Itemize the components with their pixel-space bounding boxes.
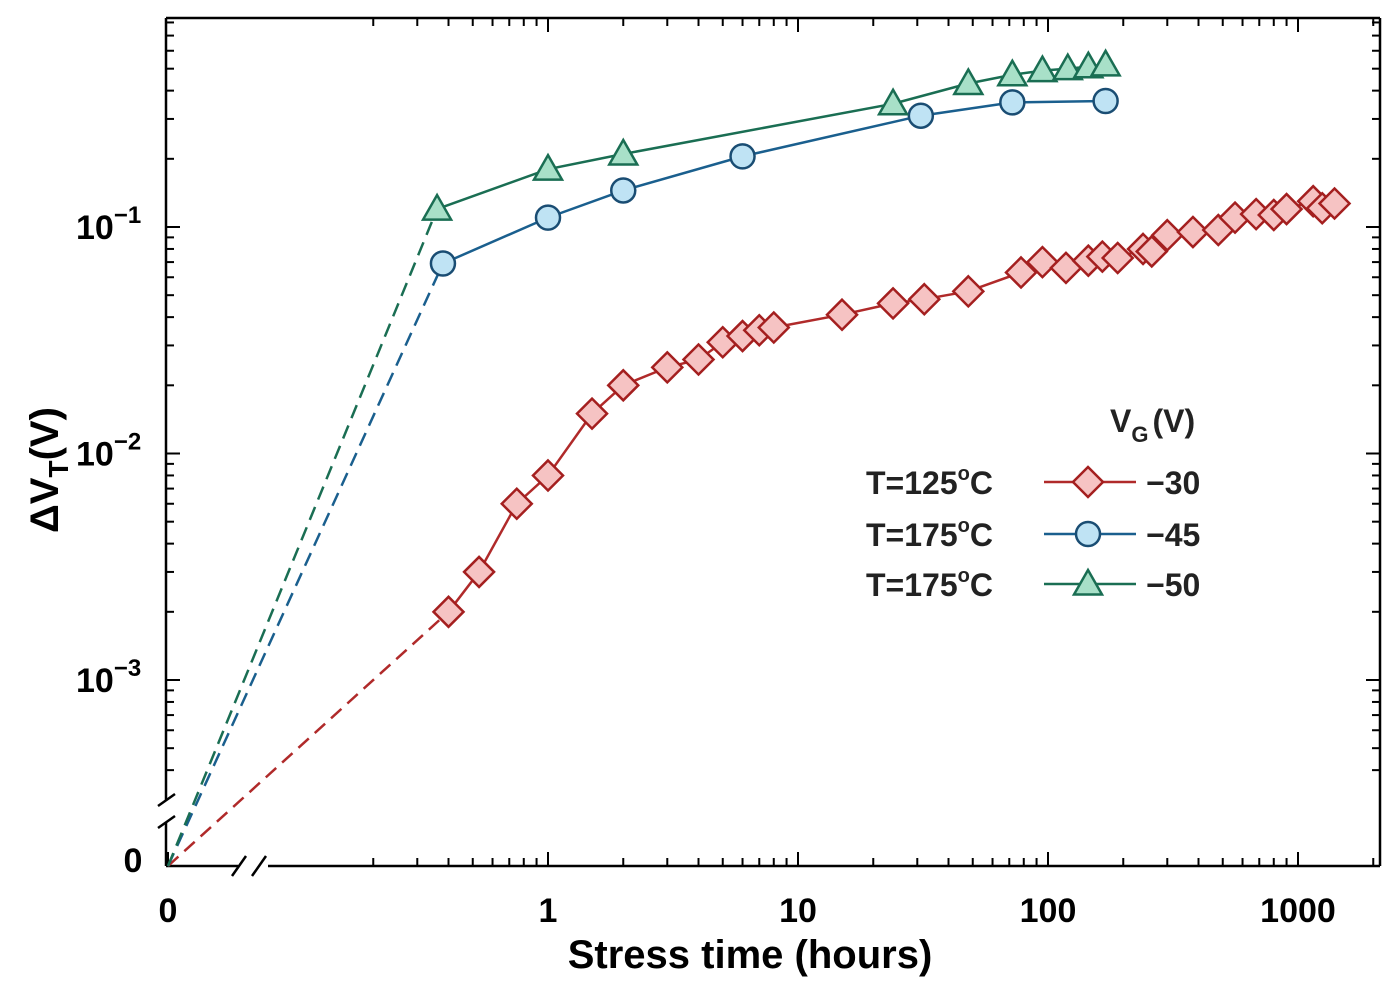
y-axis-break-mark: [157, 814, 176, 830]
y-tick-label-exponent: −1: [114, 202, 141, 229]
data-point-diamond: [1134, 234, 1169, 269]
data-point-diamond: [825, 297, 859, 332]
data-point-circle: [429, 250, 457, 277]
data-point-diamond: [681, 342, 716, 377]
legend-entry-vg: −45: [1146, 517, 1200, 553]
y-tick-label-base: 10: [76, 662, 114, 700]
data-point-diamond: [575, 396, 609, 431]
legend-entry-unit: C: [970, 465, 993, 501]
x-tick-label-zero: 0: [159, 892, 178, 930]
data-point-circle: [1092, 87, 1119, 115]
data-point-triangle: [607, 137, 640, 166]
data-point-circle: [610, 177, 637, 204]
data-point-diamond: [757, 310, 791, 345]
legend-marker-triangle: [1071, 567, 1105, 596]
series-line: [436, 63, 1106, 211]
data-point-triangle: [420, 192, 454, 221]
y-tick-label: 10−3: [76, 655, 141, 700]
zero-extrapolation-line: [166, 262, 445, 867]
legend-title: VG (V): [1110, 403, 1195, 447]
data-point-triangle: [1051, 52, 1084, 81]
y-axis-title: ΔVT(V): [23, 407, 74, 533]
zero-extrapolation-line: [167, 610, 450, 867]
data-point-circle: [534, 204, 562, 231]
legend-entry-label: T=125oC: [866, 463, 993, 501]
x-tick-label: 1000: [1260, 892, 1336, 930]
legend-entry-degree: o: [958, 515, 970, 537]
data-point-diamond: [1150, 218, 1185, 252]
y-axis-break-mark: [157, 792, 176, 808]
data-point-circle: [729, 143, 756, 170]
legend-title-sub: G: [1131, 422, 1148, 447]
data-point-diamond: [951, 274, 986, 309]
y-tick-label-base: 10: [76, 209, 114, 247]
data-point-diamond: [1004, 255, 1038, 290]
data-point-triangle: [996, 58, 1029, 87]
y-tick-label-zero: 0: [124, 842, 143, 880]
x-axis-break-mark: [250, 855, 268, 877]
data-point-diamond: [431, 595, 466, 629]
legend-entry-label: T=175oC: [866, 515, 993, 553]
data-point-diamond: [462, 555, 496, 589]
x-axis-title: Stress time (hours): [568, 933, 933, 977]
x-tick-labels: 1 10 100 1000: [539, 892, 1336, 930]
data-point-diamond: [1100, 241, 1135, 275]
legend-entry-degree: o: [958, 463, 970, 485]
legend-entry-vg: −30: [1146, 465, 1200, 501]
legend-entry-temp: T=175: [866, 517, 958, 553]
legend-entry-unit: C: [970, 517, 993, 553]
legend-entry-unit: C: [970, 567, 993, 603]
legend-title-unit: (V): [1152, 403, 1195, 439]
legend-marker-diamond: [1071, 465, 1105, 499]
legend-entry-degree: o: [958, 565, 970, 587]
zero-extrapolation-line: [166, 208, 439, 867]
y-axis-title-text: ΔVT(V): [23, 407, 74, 533]
series-diamond: [431, 184, 1352, 629]
legend-title-main: V: [1110, 403, 1132, 439]
data-point-triangle: [952, 66, 985, 96]
x-tick-label: 100: [1020, 892, 1077, 930]
x-axis-break-mark: [230, 855, 248, 877]
data-point-diamond: [1176, 215, 1210, 249]
data-point-triangle: [531, 152, 565, 181]
data-point-triangle: [1089, 48, 1122, 77]
legend-entry-temp: T=175: [866, 567, 958, 603]
data-point-diamond: [1269, 192, 1304, 226]
legend-entry-label: T=175oC: [866, 565, 993, 603]
plot-frame: [157, 16, 1382, 877]
data-point-diamond: [606, 368, 641, 403]
y-tick-label-exponent: −3: [114, 655, 141, 682]
y-tick-label: 10−1: [76, 202, 141, 247]
y-tick-label-exponent: −2: [114, 429, 141, 456]
series-triangle: [420, 48, 1122, 221]
y-tick-label-base: 10: [76, 436, 114, 474]
data-point-circle: [999, 89, 1026, 116]
y-tick-labels: 10−110−210−3: [76, 202, 141, 700]
data-point-circle: [907, 102, 935, 129]
data-point-triangle: [876, 87, 910, 116]
x-tick-label: 10: [779, 892, 817, 930]
x-axis-ticks: [167, 18, 1375, 866]
x-tick-label: 1: [539, 892, 558, 930]
series-group: [420, 48, 1352, 629]
series-circle: [429, 87, 1119, 277]
y-tick-label: 10−2: [76, 429, 141, 474]
zero-extrapolation-lines: [166, 208, 450, 867]
legend-entry-temp: T=125: [866, 465, 958, 501]
data-point-diamond: [1025, 245, 1060, 279]
data-point-diamond: [907, 282, 942, 316]
legend: VG (V) T=125oC −30T=175oC −45T=175oC −50: [866, 403, 1200, 603]
data-point-diamond: [876, 286, 910, 321]
y-axis-ticks: [166, 21, 1380, 772]
legend-marker-circle: [1074, 520, 1102, 548]
data-point-diamond: [499, 486, 534, 521]
data-point-diamond: [1317, 186, 1352, 221]
legend-entry-vg: −50: [1146, 567, 1200, 603]
data-point-diamond: [650, 350, 685, 385]
data-point-triangle: [1026, 54, 1059, 83]
data-point-diamond: [531, 458, 565, 493]
